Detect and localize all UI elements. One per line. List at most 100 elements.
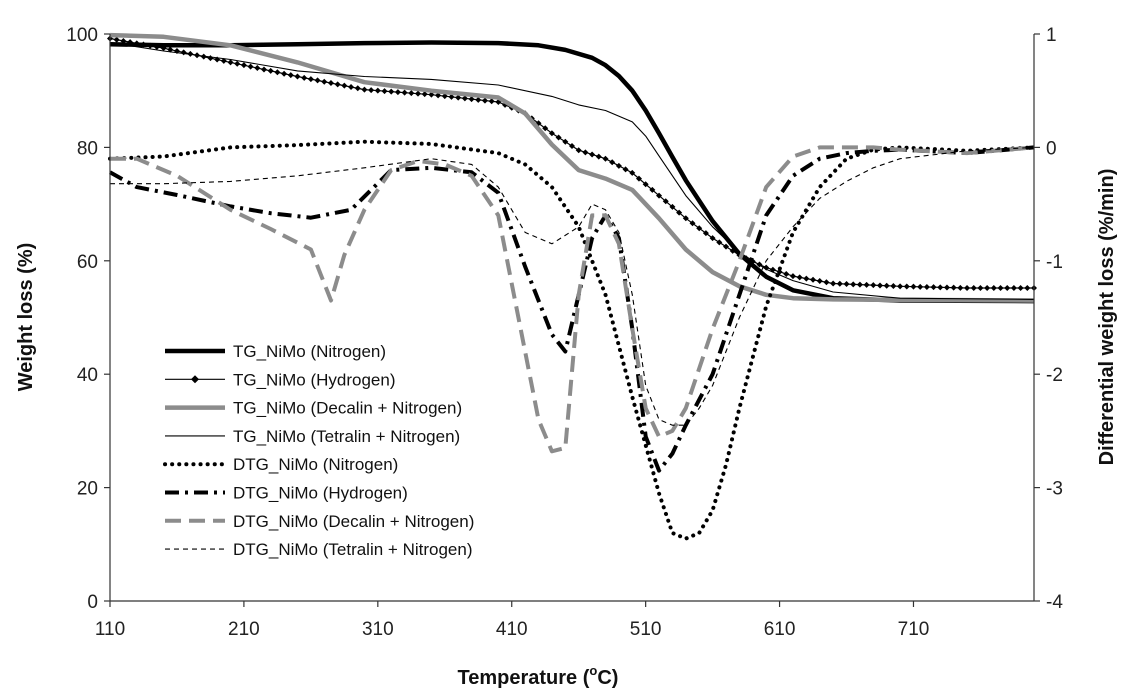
- series-marker-1: [455, 94, 462, 101]
- series-marker-1: [897, 283, 904, 290]
- series-marker-1: [789, 273, 796, 280]
- x-axis-title: Temperature (oC): [458, 663, 619, 689]
- series-marker-1: [200, 53, 207, 60]
- series-line-2: [109, 32, 1035, 303]
- series-marker-1: [1004, 285, 1011, 292]
- series-marker-1: [950, 284, 957, 291]
- series-marker-1: [696, 225, 703, 232]
- series-marker-1: [562, 138, 569, 145]
- series-marker-1: [475, 96, 482, 103]
- series-marker-1: [321, 78, 328, 85]
- series-marker-1: [682, 215, 689, 222]
- series-marker-1: [856, 281, 863, 288]
- series-marker-1: [810, 276, 817, 283]
- series-marker-1: [957, 284, 964, 291]
- y-tick-label: 100: [66, 25, 98, 46]
- series-marker-1: [1024, 285, 1031, 292]
- series-line-3: [109, 41, 1035, 300]
- series-marker-1: [254, 65, 261, 72]
- x-tick-label: 710: [898, 619, 930, 640]
- series-marker-1: [843, 281, 850, 288]
- series-marker-1: [783, 270, 790, 277]
- legend-label-4: DTG_NiMo (Nitrogen): [233, 455, 398, 474]
- y2-tick-label: -4: [1046, 592, 1063, 613]
- series-marker-1: [937, 284, 944, 291]
- series-marker-1: [287, 72, 294, 79]
- series-marker-1: [977, 285, 984, 292]
- series-marker-1: [917, 283, 924, 290]
- series-marker-1: [227, 59, 234, 66]
- series-marker-1: [763, 264, 770, 271]
- x-tick-label: 210: [228, 619, 260, 640]
- y2-tick-label: 0: [1046, 138, 1057, 159]
- series-marker-1: [548, 130, 555, 137]
- series-marker-1: [167, 46, 174, 53]
- x-tick-label: 410: [496, 619, 528, 640]
- series-marker-1: [910, 283, 917, 290]
- series-marker-1: [361, 86, 368, 93]
- series-marker-1: [314, 77, 321, 84]
- series-marker-1: [468, 96, 475, 103]
- series-marker-1: [113, 36, 120, 43]
- y-tick-label: 40: [77, 365, 98, 386]
- legend-label-7: DTG_NiMo (Tetralin + Nitrogen): [233, 540, 473, 559]
- series-marker-1: [582, 149, 589, 156]
- series-marker-1: [294, 73, 301, 80]
- series-marker-1: [354, 85, 361, 92]
- series-marker-1: [147, 42, 154, 49]
- series-marker-1: [883, 282, 890, 289]
- x-axis-title-end: C): [597, 667, 618, 689]
- legend-label-2: TG_NiMo (Decalin + Nitrogen): [233, 399, 462, 418]
- series-line-4: [108, 139, 1036, 541]
- legend-label-0: TG_NiMo (Nitrogen): [233, 342, 386, 361]
- series-marker-1: [676, 209, 683, 216]
- y-axis-title: Weight loss (%): [15, 243, 37, 392]
- y-tick-label: 80: [77, 138, 98, 159]
- series-marker-1: [649, 186, 656, 193]
- series-marker-1: [836, 280, 843, 287]
- legend: TG_NiMo (Nitrogen) TG_NiMo (Hydrogen) TG_N…: [163, 342, 474, 559]
- series-marker-1: [488, 98, 495, 105]
- x-tick-label: 310: [362, 619, 394, 640]
- series-marker-1: [870, 282, 877, 289]
- series-marker-1: [642, 181, 649, 188]
- series-marker-1: [421, 91, 428, 98]
- series-line-6: [110, 145, 1035, 454]
- series-marker-1: [662, 198, 669, 205]
- series-marker-1: [964, 285, 971, 292]
- series-marker-1: [930, 284, 937, 291]
- y2-tick-label: 1: [1046, 25, 1057, 46]
- series-marker-1: [850, 281, 857, 288]
- series-marker-1: [970, 285, 977, 292]
- series-marker-1: [388, 88, 395, 95]
- series-marker-1: [220, 57, 227, 64]
- y2-axis-title: Differential weight loss (%/min): [1096, 169, 1118, 466]
- series-marker-1: [796, 274, 803, 281]
- series-marker-1: [803, 275, 810, 282]
- x-tick-label: 610: [764, 619, 796, 640]
- series-marker-1: [923, 283, 930, 290]
- series-marker-1: [830, 280, 837, 287]
- series-marker-1: [823, 279, 830, 286]
- series-marker-1: [542, 125, 549, 132]
- series-marker-1: [1017, 285, 1024, 292]
- y-tick-label: 0: [87, 592, 98, 613]
- series-marker-1: [281, 70, 288, 77]
- series-marker-1: [368, 87, 375, 94]
- series-marker-1: [247, 63, 254, 70]
- y2-tick-label: -3: [1046, 479, 1063, 500]
- ticks: 110 210 310 410 510 610 710 0 20 40 60 80 100 -4 -3 -2 -…: [66, 25, 1063, 640]
- series-marker-1: [569, 142, 575, 149]
- series-marker-1: [903, 283, 910, 290]
- series-marker-1: [267, 67, 274, 74]
- series-marker-1: [327, 80, 334, 87]
- axes: [109, 34, 1035, 602]
- series-marker-1: [997, 285, 1004, 292]
- series-marker-1: [261, 66, 267, 73]
- series-marker-1: [461, 95, 468, 102]
- x-axis-title-sup: o: [589, 663, 597, 678]
- series-marker-1: [816, 278, 823, 285]
- series-marker-1: [729, 247, 736, 254]
- series-marker-1: [120, 37, 127, 44]
